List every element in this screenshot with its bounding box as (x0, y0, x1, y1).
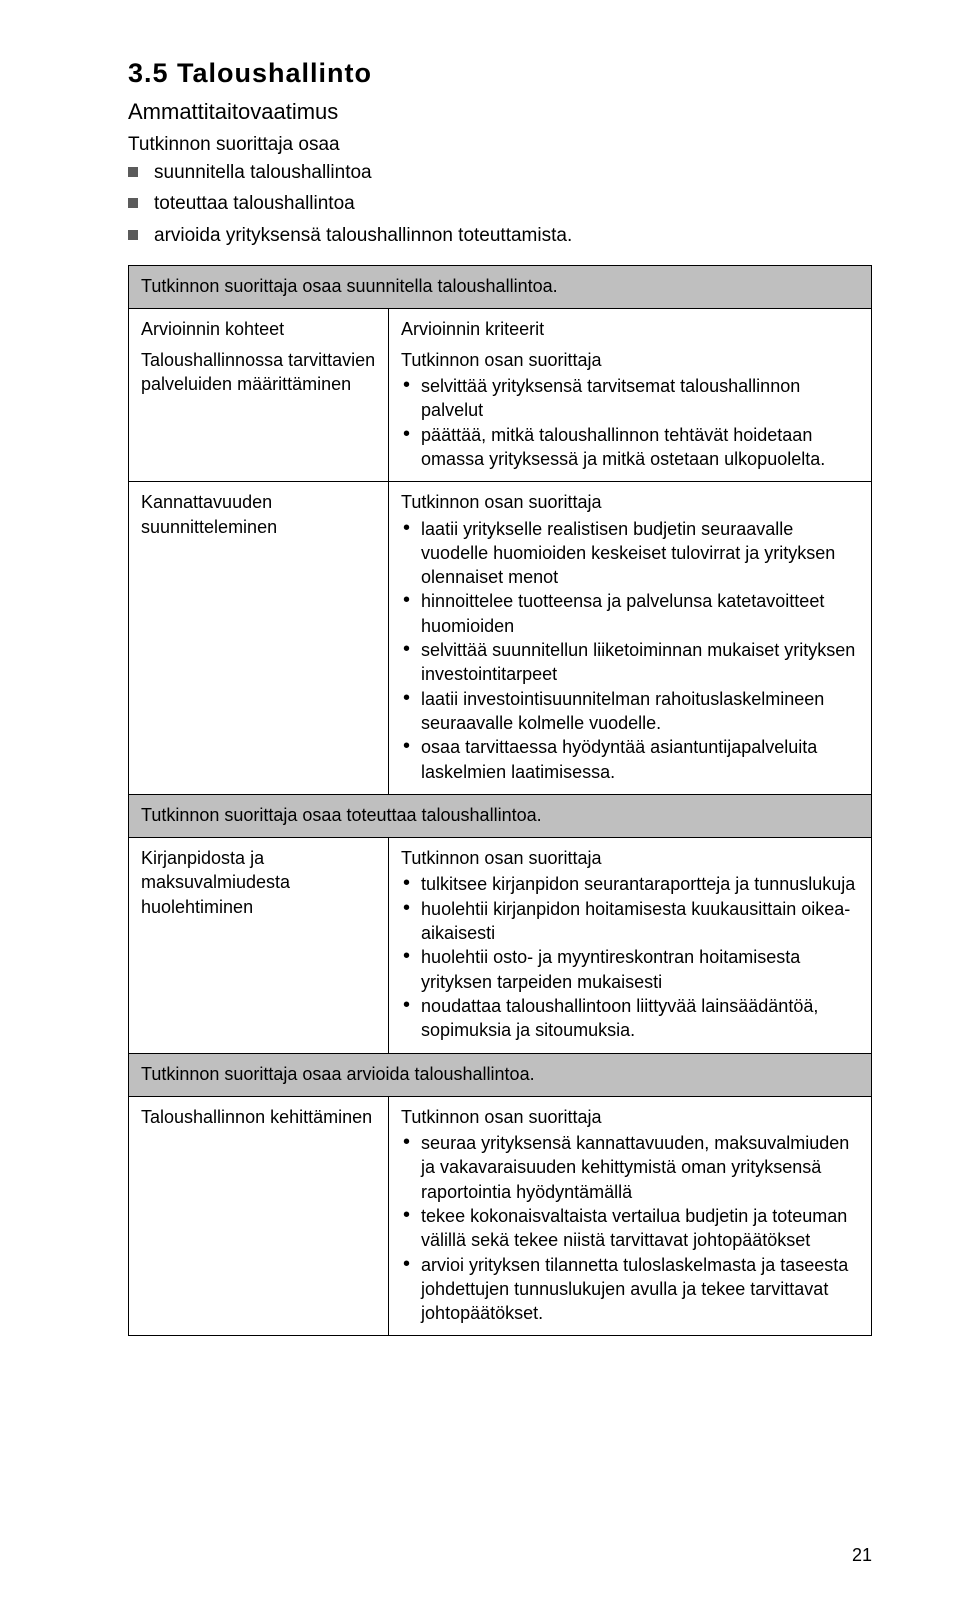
criteria-list: laatii yritykselle realistisen budjetin … (401, 517, 859, 784)
criteria-cell: Arvioinnin kriteerit Tutkinnon osan suori… (389, 309, 872, 482)
criteria-list: selvittää yrityksensä tarvitsemat talous… (401, 374, 859, 471)
criteria-lead: Tutkinnon osan suorittaja (401, 348, 859, 372)
section-title-row: Tutkinnon suorittaja osaa suunnitella ta… (129, 266, 872, 309)
intro-list-item: toteuttaa taloushallintoa (128, 190, 872, 218)
criteria-target-cell: Arvioinnin kohteet Taloushallinnossa tarv… (129, 309, 389, 482)
criteria-list-item: tulkitsee kirjanpidon seurantaraportteja… (401, 872, 859, 896)
table-row: Taloushallinnon kehittäminen Tutkinnon os… (129, 1096, 872, 1336)
intro-lead: Tutkinnon suorittaja osaa (128, 131, 872, 159)
criteria-lead: Tutkinnon osan suorittaja (401, 1105, 859, 1129)
intro-list: suunnitella taloushallintoa toteuttaa tal… (128, 159, 872, 250)
criteria-target-text: Kannattavuuden suunnitteleminen (141, 490, 376, 539)
criteria-list-item: tekee kokonaisvaltaista vertailua budjet… (401, 1204, 859, 1253)
page-number: 21 (852, 1545, 872, 1566)
criteria-list-item: huolehtii kirjanpidon hoitamisesta kuuka… (401, 897, 859, 946)
criteria-lead: Tutkinnon osan suorittaja (401, 846, 859, 870)
criteria-target-text: Taloushallinnossa tarvittavien palveluid… (141, 348, 376, 397)
criteria-target-cell: Taloushallinnon kehittäminen (129, 1096, 389, 1336)
intro-block: Tutkinnon suorittaja osaa suunnitella ta… (128, 131, 872, 249)
criteria-list: tulkitsee kirjanpidon seurantaraportteja… (401, 872, 859, 1042)
criteria-lead: Tutkinnon osan suorittaja (401, 490, 859, 514)
section-title-cell: Tutkinnon suorittaja osaa arvioida talou… (129, 1053, 872, 1096)
page: 3.5 Taloushallinto Ammattitaitovaatimus … (0, 0, 960, 1600)
criteria-list-item: huolehtii osto- ja myyntireskontran hoit… (401, 945, 859, 994)
criteria-cell: Tutkinnon osan suorittajatulkitsee kirja… (389, 838, 872, 1053)
section-heading: 3.5 Taloushallinto (128, 58, 872, 89)
criteria-list: seuraa yrityksensä kannattavuuden, maksu… (401, 1131, 859, 1325)
criteria-list-item: seuraa yrityksensä kannattavuuden, maksu… (401, 1131, 859, 1204)
criteria-list-item: noudattaa taloushallintoon liittyvää lai… (401, 994, 859, 1043)
table-row: Arvioinnin kohteet Taloushallinnossa tarv… (129, 309, 872, 482)
intro-list-item: arvioida yrityksensä taloushallinnon tot… (128, 222, 872, 250)
table-row: Kannattavuuden suunnitteleminen Tutkinnon… (129, 482, 872, 795)
criteria-list-item: laatii investointisuunnitelman rahoitusl… (401, 687, 859, 736)
section-title-row: Tutkinnon suorittaja osaa toteuttaa talo… (129, 794, 872, 837)
criteria-target-cell: Kirjanpidosta ja maksuvalmiudesta huoleh… (129, 838, 389, 1053)
assessment-table: Tutkinnon suorittaja osaa suunnitella ta… (128, 265, 872, 1336)
criteria-list-item: hinnoittelee tuotteensa ja palvelunsa ka… (401, 589, 859, 638)
criteria-target-text: Taloushallinnon kehittäminen (141, 1105, 376, 1129)
criteria-list-item: arvioi yrityksen tilannetta tuloslaskelm… (401, 1253, 859, 1326)
column-header-left: Arvioinnin kohteet (141, 317, 376, 341)
criteria-list-item: päättää, mitkä taloushallinnon tehtävät … (401, 423, 859, 472)
section-subheading: Ammattitaitovaatimus (128, 99, 872, 125)
table-row: Kirjanpidosta ja maksuvalmiudesta huoleh… (129, 838, 872, 1053)
section-title-row: Tutkinnon suorittaja osaa arvioida talou… (129, 1053, 872, 1096)
criteria-list-item: laatii yritykselle realistisen budjetin … (401, 517, 859, 590)
criteria-list-item: selvittää suunnitellun liiketoiminnan mu… (401, 638, 859, 687)
criteria-list-item: osaa tarvittaessa hyödyntää asiantuntija… (401, 735, 859, 784)
column-header-right: Arvioinnin kriteerit (401, 317, 859, 341)
criteria-cell: Tutkinnon osan suorittaja laatii yritykse… (389, 482, 872, 795)
section-title-cell: Tutkinnon suorittaja osaa toteuttaa talo… (129, 794, 872, 837)
criteria-target-text: Kirjanpidosta ja maksuvalmiudesta huoleh… (141, 846, 376, 919)
intro-list-item: suunnitella taloushallintoa (128, 159, 872, 187)
section-title-cell: Tutkinnon suorittaja osaa suunnitella ta… (129, 266, 872, 309)
criteria-cell: Tutkinnon osan suorittajaseuraa yritykse… (389, 1096, 872, 1336)
criteria-list-item: selvittää yrityksensä tarvitsemat talous… (401, 374, 859, 423)
criteria-target-cell: Kannattavuuden suunnitteleminen (129, 482, 389, 795)
